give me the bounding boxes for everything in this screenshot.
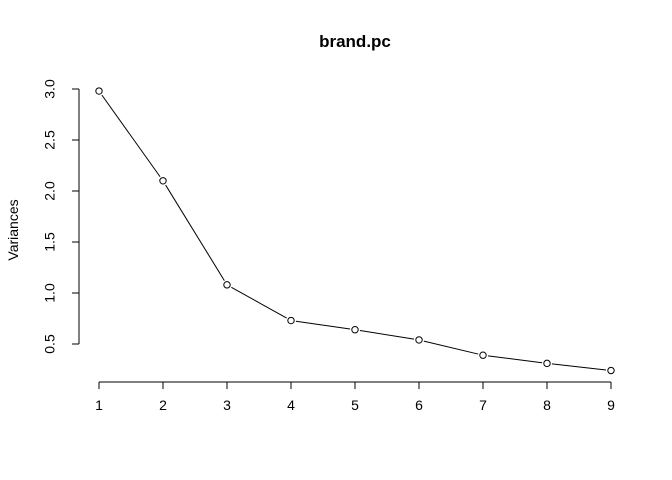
chart-title: brand.pc — [319, 32, 391, 51]
series-segment — [101, 94, 161, 178]
data-point — [351, 326, 359, 334]
x-tick-label: 3 — [223, 397, 231, 413]
series-segment — [551, 363, 607, 371]
y-tick-label: 3.0 — [42, 79, 58, 99]
x-tick-label: 6 — [415, 397, 423, 413]
y-axis-title: Variances — [5, 199, 21, 260]
x-tick-label: 7 — [479, 397, 487, 413]
series-segment — [423, 340, 479, 355]
series-segment — [231, 286, 287, 319]
x-tick-label: 4 — [287, 397, 295, 413]
x-tick-label: 8 — [543, 397, 551, 413]
series-segment — [487, 355, 543, 364]
series-segment — [359, 330, 415, 340]
y-tick-label: 1.0 — [42, 283, 58, 303]
data-point — [287, 316, 295, 325]
x-tick-label: 9 — [607, 397, 615, 413]
y-tick-label: 1.5 — [42, 232, 58, 252]
y-tick-label: 2.0 — [42, 181, 58, 201]
data-point — [415, 336, 423, 344]
data-point — [95, 87, 103, 95]
data-point — [543, 359, 551, 368]
data-point — [607, 366, 615, 375]
series-segment — [295, 320, 351, 330]
y-tick-label: 2.5 — [42, 130, 58, 150]
x-axis: 1 2 3 4 5 6 7 8 9 — [95, 381, 615, 413]
x-tick-label: 5 — [351, 397, 359, 413]
data-point — [159, 177, 167, 185]
data-point — [479, 351, 487, 359]
series-segment — [165, 184, 225, 281]
x-tick-label: 1 — [95, 397, 103, 413]
y-axis: 0.5 1.0 1.5 2.0 2.5 3.0 — [42, 79, 80, 354]
x-tick-label: 2 — [159, 397, 167, 413]
series-variances — [95, 87, 615, 375]
data-point — [223, 281, 231, 289]
y-tick-label: 0.5 — [42, 334, 58, 354]
